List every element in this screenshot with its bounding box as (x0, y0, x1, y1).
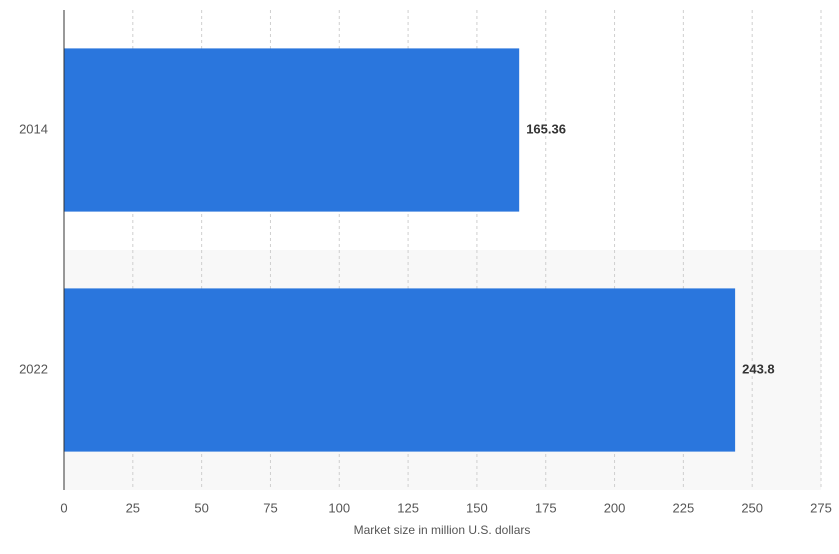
x-tick-label: 200 (604, 500, 626, 515)
y-tick-label: 2022 (19, 361, 48, 376)
x-tick-label: 25 (126, 500, 140, 515)
x-tick-label: 275 (810, 500, 832, 515)
y-tick-label: 2014 (19, 121, 48, 136)
x-tick-label: 125 (397, 500, 419, 515)
x-tick-label: 0 (60, 500, 67, 515)
x-tick-label: 150 (466, 500, 488, 515)
x-tick-label: 250 (741, 500, 763, 515)
x-tick-label: 225 (673, 500, 695, 515)
x-axis-label: Market size in million U.S. dollars (354, 523, 531, 537)
value-label: 165.36 (526, 121, 566, 136)
x-tick-label: 75 (263, 500, 277, 515)
x-tick-label: 175 (535, 500, 557, 515)
bar (64, 288, 736, 452)
value-label: 243.8 (742, 361, 775, 376)
bar (64, 48, 520, 212)
x-tick-label: 50 (194, 500, 208, 515)
x-tick-label: 100 (328, 500, 350, 515)
